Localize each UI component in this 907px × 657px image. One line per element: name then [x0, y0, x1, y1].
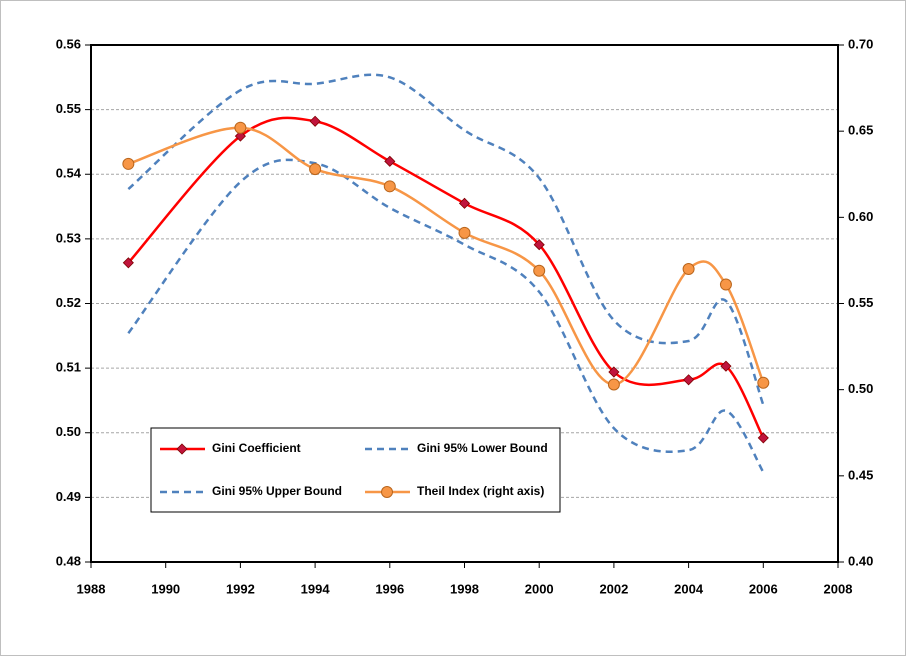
series-layer — [122, 73, 770, 473]
marker — [533, 264, 546, 277]
marker — [234, 130, 246, 142]
marker — [607, 378, 620, 391]
y2-tick-label: 0.45 — [848, 467, 873, 482]
marker — [122, 157, 135, 170]
marker — [176, 443, 188, 455]
x-tick-label: 2004 — [674, 581, 704, 596]
marker — [122, 257, 134, 269]
y2-tick-label: 0.60 — [848, 209, 873, 224]
y2-tick-label: 0.40 — [848, 553, 873, 568]
marker — [757, 376, 770, 389]
y2-tick-label: 0.70 — [848, 36, 873, 51]
x-tick-label: 1998 — [450, 581, 479, 596]
marker — [719, 278, 732, 291]
marker — [234, 121, 247, 134]
y-tick-label: 0.51 — [56, 360, 81, 375]
legend: Gini Coefficient Gini 95% Lower Bound Gini… — [150, 427, 561, 513]
series-line — [127, 116, 765, 439]
x-tick-label: 1990 — [151, 581, 180, 596]
marker — [682, 263, 695, 276]
x-tick-label: 1988 — [77, 581, 106, 596]
marker — [383, 180, 396, 193]
marker — [720, 360, 732, 372]
y2-tick-label: 0.55 — [848, 295, 873, 310]
y-tick-label: 0.56 — [56, 36, 81, 51]
legend-label: Gini Coefficient — [212, 441, 301, 455]
y-tick-label: 0.50 — [56, 424, 81, 439]
series-line — [127, 158, 765, 473]
series-line — [127, 73, 765, 406]
x-tick-label: 1994 — [301, 581, 331, 596]
x-tick-label: 2002 — [599, 581, 628, 596]
x-tick-label: 2000 — [525, 581, 554, 596]
y-tick-label: 0.55 — [56, 101, 81, 116]
y2-tick-label: 0.50 — [848, 381, 873, 396]
x-tick-label: 1996 — [375, 581, 404, 596]
x-tick-label: 2008 — [824, 581, 853, 596]
series-line — [127, 126, 765, 386]
y-tick-label: 0.49 — [56, 489, 81, 504]
y-tick-label: 0.54 — [56, 166, 82, 181]
marker — [757, 432, 769, 444]
grid: 0.48 0.49 0.50 0.51 0.52 0.53 0.54 0.55 0.56 0.40… — [56, 36, 874, 596]
legend-label: Gini 95% Upper Bound — [212, 484, 342, 498]
marker — [384, 155, 396, 167]
marker — [309, 163, 322, 176]
y-tick-label: 0.53 — [56, 230, 81, 245]
x-tick-label: 1992 — [226, 581, 255, 596]
marker — [381, 486, 393, 498]
legend-box — [150, 427, 561, 513]
legend-label: Gini 95% Lower Bound — [417, 441, 548, 455]
plot-border — [90, 44, 839, 563]
marker — [309, 115, 321, 127]
y2-tick-label: 0.65 — [848, 123, 873, 138]
marker — [608, 366, 620, 378]
marker — [458, 226, 471, 239]
marker — [458, 197, 471, 209]
marker — [533, 239, 545, 251]
y-tick-label: 0.52 — [56, 295, 81, 310]
x-tick-label: 2006 — [749, 581, 778, 596]
marker — [683, 374, 695, 386]
y-tick-label: 0.48 — [56, 553, 81, 568]
legend-label: Theil Index (right axis) — [417, 484, 544, 498]
